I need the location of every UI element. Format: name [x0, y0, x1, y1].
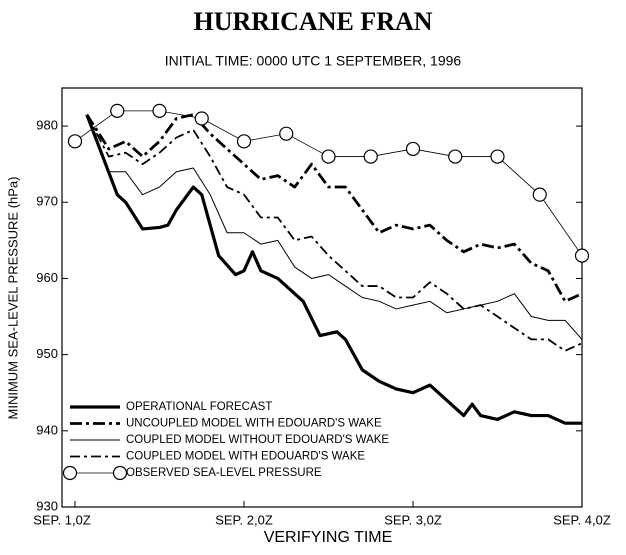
x-axis-label: VERIFYING TIME [264, 529, 393, 546]
plot-frame [61, 87, 583, 508]
data-point [279, 126, 294, 141]
series-line [86, 114, 583, 340]
data-point [574, 248, 590, 263]
x-tick-label: SEP. 4,0Z [553, 512, 611, 527]
data-point [363, 149, 378, 164]
y-tick-label: 960 [36, 270, 58, 285]
data-point [67, 134, 83, 149]
series-line [74, 110, 583, 256]
x-tick-label: SEP. 2,0Z [215, 512, 273, 527]
data-point [236, 134, 252, 149]
legend-label: OPERATIONAL FORECAST [126, 401, 272, 413]
series-line [86, 114, 583, 352]
y-tick-label: 970 [36, 194, 58, 209]
data-point [321, 149, 336, 164]
chart-title: HURRICANE FRAN [193, 7, 432, 36]
legend-label: OBSERVED SEA-LEVEL PRESSURE [126, 467, 322, 479]
chart-subtitle: INITIAL TIME: 0000 UTC 1 SEPTEMBER, 1996 [165, 53, 462, 69]
y-tick-label: 950 [36, 346, 58, 361]
data-point [448, 149, 463, 164]
y-tick-label: 980 [36, 118, 58, 133]
data-point [194, 111, 209, 126]
data-point [490, 149, 505, 164]
legend-label: UNCOUPLED MODEL WITH EDOUARD'S WAKE [126, 418, 382, 430]
legend-marker [62, 465, 78, 481]
data-point [532, 187, 547, 202]
x-tick-label: SEP. 1,0Z [33, 512, 91, 527]
data-point [152, 103, 167, 118]
y-tick-label: 930 [36, 498, 58, 513]
data-point [110, 103, 125, 118]
data-point [405, 141, 421, 157]
y-axis-label: MINIMUM SEA-LEVEL PRESSURE (hPa) [5, 177, 20, 420]
legend-label: COUPLED MODEL WITH EDOUARD'S WAKE [126, 451, 365, 463]
legend-label: COUPLED MODEL WITHOUT EDOUARD'S WAKE [126, 434, 389, 446]
series-line [85, 113, 583, 303]
y-tick-label: 940 [36, 422, 58, 437]
x-tick-label: SEP. 3,0Z [384, 512, 442, 527]
legend-marker [112, 465, 128, 481]
series-line [85, 114, 582, 425]
